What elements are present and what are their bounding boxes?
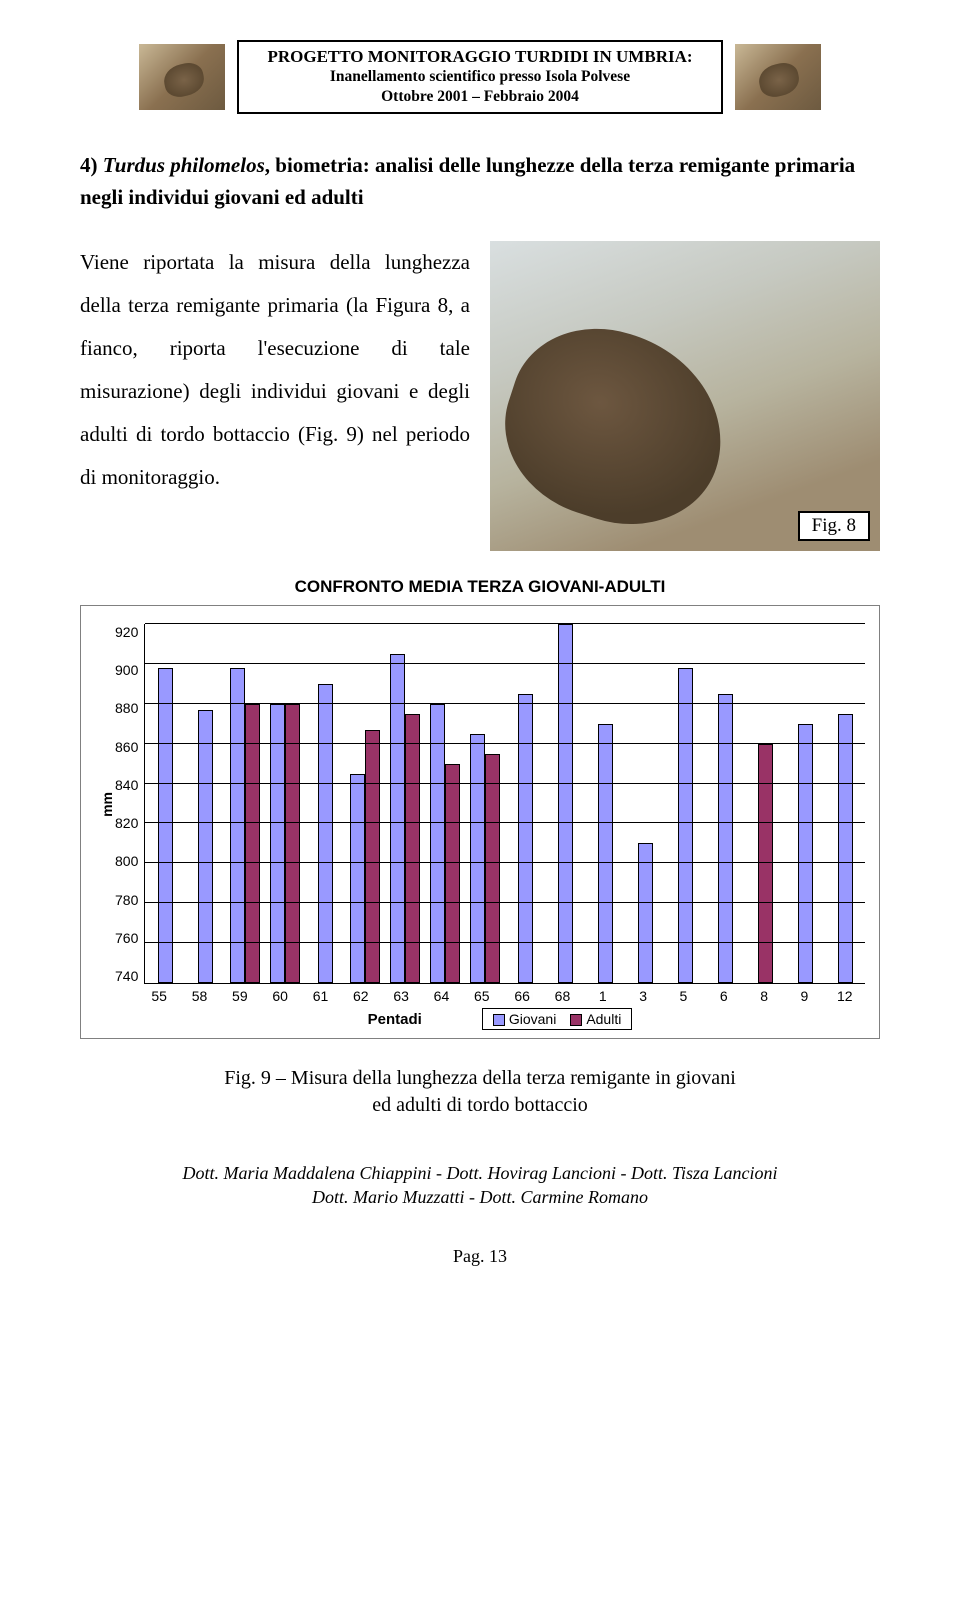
chart-x-tick: 61 (300, 988, 340, 1004)
chart-x-tick: 55 (139, 988, 179, 1004)
chart-y-tick: 860 (115, 739, 138, 755)
chart-y-tick: 880 (115, 700, 138, 716)
chart-x-tick: 65 (462, 988, 502, 1004)
chart-bar (365, 730, 380, 983)
chart-legend: Giovani Adulti (482, 1008, 633, 1030)
chart-y-tick: 820 (115, 815, 138, 831)
chart-legend-swatch (570, 1014, 582, 1026)
chart-y-tick: 780 (115, 892, 138, 908)
chart-bar (285, 704, 300, 983)
chart-title: CONFRONTO MEDIA TERZA GIOVANI-ADULTI (80, 577, 880, 597)
chart-category (625, 624, 665, 983)
header-title-line2: Inanellamento scientifico presso Isola P… (267, 67, 692, 86)
chart-bar (445, 764, 460, 983)
header-thumb-right (735, 44, 821, 110)
chart-category (305, 624, 345, 983)
chart-x-tick: 8 (744, 988, 784, 1004)
chart-bar (638, 843, 653, 983)
chart-category (345, 624, 385, 983)
chart-x-tick: 9 (784, 988, 824, 1004)
chart-category (145, 624, 185, 983)
chart-x-tick: 5 (663, 988, 703, 1004)
chart-y-unit: mm (95, 792, 115, 817)
header-title-box: PROGETTO MONITORAGGIO TURDIDI IN UMBRIA:… (237, 40, 722, 114)
chart-category (545, 624, 585, 983)
chart-plot-area (144, 624, 865, 984)
chart-y-tick: 900 (115, 662, 138, 678)
chart-bar (798, 724, 813, 983)
chart-x-title: Pentadi (368, 1011, 422, 1028)
section-species: Turdus philomelos (103, 153, 265, 177)
chart-bar (598, 724, 613, 983)
chart-category (785, 624, 825, 983)
chart-category (425, 624, 465, 983)
chart-bar (245, 704, 260, 983)
chart-y-tick: 920 (115, 624, 138, 640)
header-title-line1: PROGETTO MONITORAGGIO TURDIDI IN UMBRIA: (267, 46, 692, 67)
chart-bar (470, 734, 485, 983)
chart-x-tick: 1 (583, 988, 623, 1004)
chart-legend-label: Giovani (509, 1011, 556, 1027)
chart-bar (718, 694, 733, 983)
chart-category (385, 624, 425, 983)
chart-y-tick: 760 (115, 930, 138, 946)
chart-category (505, 624, 545, 983)
header-thumb-left (139, 44, 225, 110)
chart-y-tick: 800 (115, 853, 138, 869)
chart-y-tick: 740 (115, 968, 138, 984)
figure-8-photo: Fig. 8 (490, 241, 880, 551)
chart-x-tick: 63 (381, 988, 421, 1004)
page-number: Pag. 13 (80, 1246, 880, 1267)
chart-bar (430, 704, 445, 983)
figure-8-label: Fig. 8 (798, 511, 870, 541)
chart-legend-item: Giovani (493, 1011, 556, 1027)
chart-category (225, 624, 265, 983)
figure-9-caption: Fig. 9 – Misura della lunghezza della te… (80, 1065, 880, 1119)
chart-bar (350, 774, 365, 983)
chart-legend-item: Adulti (570, 1011, 621, 1027)
chart-bar (230, 668, 245, 983)
chart-category (705, 624, 745, 983)
chart-x-tick: 68 (542, 988, 582, 1004)
authors-block: Dott. Maria Maddalena Chiappini - Dott. … (80, 1161, 880, 1210)
chart-category (465, 624, 505, 983)
chart-category (745, 624, 785, 983)
body-paragraph: Viene riportata la misura della lunghezz… (80, 241, 470, 551)
header-title-line3: Ottobre 2001 – Febbraio 2004 (267, 87, 692, 106)
chart-x-tick: 6 (704, 988, 744, 1004)
chart-x-tick: 3 (623, 988, 663, 1004)
chart-legend-label: Adulti (586, 1011, 621, 1027)
chart-x-tick: 64 (421, 988, 461, 1004)
chart-category (825, 624, 865, 983)
chart-y-tick: 840 (115, 777, 138, 793)
page-header: PROGETTO MONITORAGGIO TURDIDI IN UMBRIA:… (80, 40, 880, 114)
chart-x-tick: 12 (825, 988, 865, 1004)
chart-category (265, 624, 305, 983)
chart-x-tick: 66 (502, 988, 542, 1004)
chart-bar (318, 684, 333, 983)
chart-x-tick: 59 (220, 988, 260, 1004)
chart-bar (158, 668, 173, 983)
chart-bar (678, 668, 693, 983)
chart-x-tick: 58 (179, 988, 219, 1004)
chart-category (665, 624, 705, 983)
chart-x-axis: 555859606162636465666813568912 (139, 988, 865, 1004)
chart-bar (485, 754, 500, 983)
chart-bar (518, 694, 533, 983)
section-heading: 4) Turdus philomelos, biometria: analisi… (80, 150, 880, 213)
chart-x-tick: 62 (341, 988, 381, 1004)
chart-y-axis: 920 900 880 860 840 820 800 780 760 740 (115, 624, 144, 984)
chart-legend-swatch (493, 1014, 505, 1026)
chart-bar (558, 624, 573, 983)
chart-bar (270, 704, 285, 983)
chart-category (185, 624, 225, 983)
chart-x-tick: 60 (260, 988, 300, 1004)
figure-9-chart: CONFRONTO MEDIA TERZA GIOVANI-ADULTI mm … (80, 577, 880, 1039)
section-number: 4) (80, 153, 98, 177)
chart-category (585, 624, 625, 983)
